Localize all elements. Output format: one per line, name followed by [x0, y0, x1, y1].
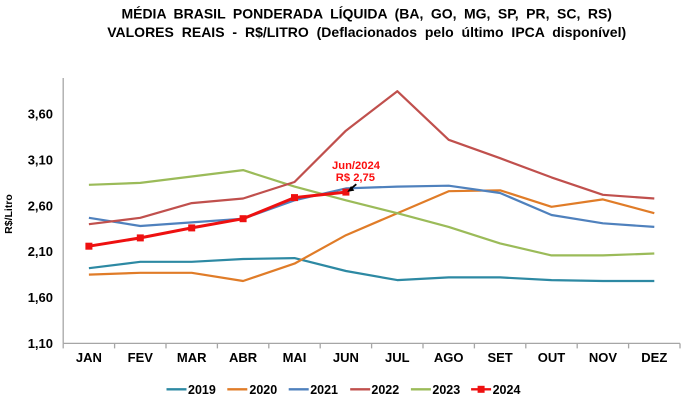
svg-text:2021: 2021	[310, 383, 338, 397]
svg-text:SET: SET	[487, 350, 512, 365]
svg-text:MAI: MAI	[283, 350, 307, 365]
svg-text:2022: 2022	[371, 383, 399, 397]
svg-text:NOV: NOV	[589, 350, 618, 365]
svg-text:2019: 2019	[188, 383, 216, 397]
svg-text:2,60: 2,60	[28, 198, 53, 213]
svg-text:2024: 2024	[493, 383, 521, 397]
svg-text:DEZ: DEZ	[641, 350, 667, 365]
svg-text:AGO: AGO	[434, 350, 464, 365]
svg-text:R$/Litro: R$/Litro	[3, 194, 15, 234]
svg-text:2020: 2020	[249, 383, 277, 397]
svg-text:MÉDIA BRASIL PONDERADA LÍQUIDA: MÉDIA BRASIL PONDERADA LÍQUIDA (BA, GO, …	[121, 5, 612, 21]
svg-text:3,10: 3,10	[28, 153, 53, 168]
svg-text:JUN: JUN	[333, 350, 359, 365]
svg-text:R$ 2,75: R$ 2,75	[336, 172, 375, 184]
svg-text:JAN: JAN	[76, 350, 102, 365]
svg-text:ABR: ABR	[229, 350, 258, 365]
svg-text:MAR: MAR	[177, 350, 207, 365]
svg-text:3,60: 3,60	[28, 107, 53, 122]
svg-text:1,10: 1,10	[28, 336, 53, 351]
svg-text:VALORES REAIS - R$/LITRO (Defl: VALORES REAIS - R$/LITRO (Deflacionados …	[107, 24, 626, 40]
svg-text:2023: 2023	[432, 383, 460, 397]
svg-text:1,60: 1,60	[28, 290, 53, 305]
svg-text:OUT: OUT	[538, 350, 566, 365]
svg-text:JUL: JUL	[385, 350, 410, 365]
svg-text:2,10: 2,10	[28, 244, 53, 259]
svg-text:FEV: FEV	[128, 350, 154, 365]
svg-text:Jun/2024: Jun/2024	[332, 160, 381, 172]
